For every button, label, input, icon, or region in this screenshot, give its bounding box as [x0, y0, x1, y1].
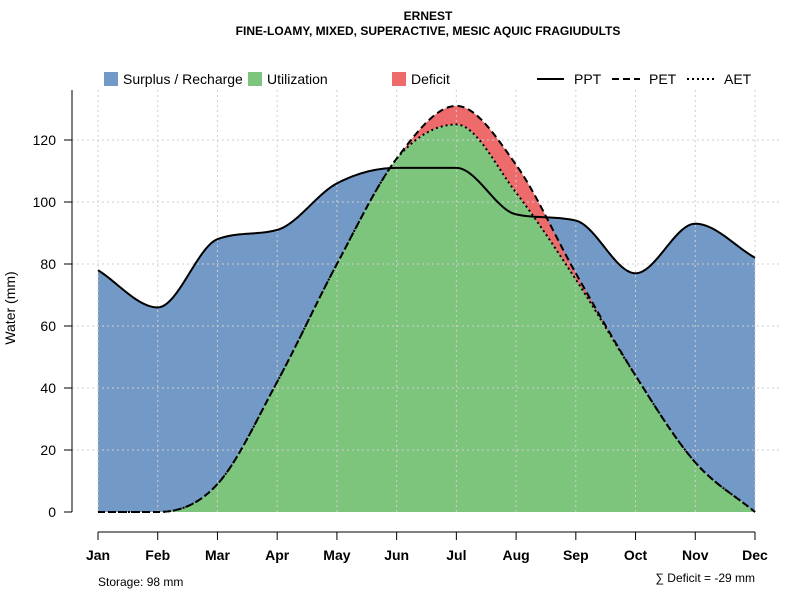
- x-tick-label-jan: Jan: [86, 547, 110, 563]
- x-tick-label-feb: Feb: [145, 547, 170, 563]
- x-tick-label-may: May: [323, 547, 350, 563]
- line-layer: [97, 104, 756, 513]
- y-tick-label: 0: [48, 504, 56, 520]
- x-tick-label-dec: Dec: [742, 547, 768, 563]
- y-tick-label: 60: [40, 318, 56, 334]
- axes-layer: 0 20 40 60 80 100 120 Jan Feb Mar Apr May Jun Jul Aug S…: [33, 90, 768, 563]
- chart-subtitle: FINE-LOAMY, MIXED, SUPERACTIVE, MESIC AQ…: [236, 24, 621, 38]
- deficit-footer: ∑ Deficit = -29 mm: [655, 571, 755, 585]
- legend-swatch-utilization: [248, 72, 262, 86]
- chart-title: ERNEST: [404, 9, 453, 23]
- legend-label-ppt: PPT: [574, 71, 602, 87]
- area-layer: [98, 105, 755, 513]
- x-tick-label-aug: Aug: [502, 547, 529, 563]
- legend-swatch-deficit: [392, 72, 406, 86]
- y-tick-label: 20: [40, 442, 56, 458]
- legend-swatch-surplus: [104, 72, 118, 86]
- grid-layer: [72, 90, 780, 512]
- series-line-ppt: [97, 166, 756, 309]
- y-tick-label: 120: [33, 132, 57, 148]
- legend-label-pet: PET: [649, 71, 677, 87]
- x-tick-label-sep: Sep: [563, 547, 589, 563]
- x-tick-label-oct: Oct: [624, 547, 648, 563]
- series-line-aet: [98, 123, 756, 513]
- x-tick-label-nov: Nov: [682, 547, 709, 563]
- legend: Surplus / Recharge Utilization Deficit P…: [104, 71, 752, 87]
- y-tick-label: 40: [40, 380, 56, 396]
- y-tick-label: 80: [40, 256, 56, 272]
- y-tick-label: 100: [33, 194, 57, 210]
- legend-label-aet: AET: [724, 71, 752, 87]
- legend-label-surplus: Surplus / Recharge: [123, 71, 243, 87]
- legend-label-utilization: Utilization: [267, 71, 328, 87]
- area-utilization: [98, 124, 755, 512]
- x-tick-label-apr: Apr: [265, 547, 290, 563]
- x-tick-label-jun: Jun: [384, 547, 409, 563]
- y-axis-label: Water (mm): [2, 271, 18, 344]
- x-tick-label-jul: Jul: [446, 547, 466, 563]
- x-tick-label-mar: Mar: [205, 547, 230, 563]
- legend-label-deficit: Deficit: [411, 71, 450, 87]
- storage-footer: Storage: 98 mm: [98, 575, 183, 589]
